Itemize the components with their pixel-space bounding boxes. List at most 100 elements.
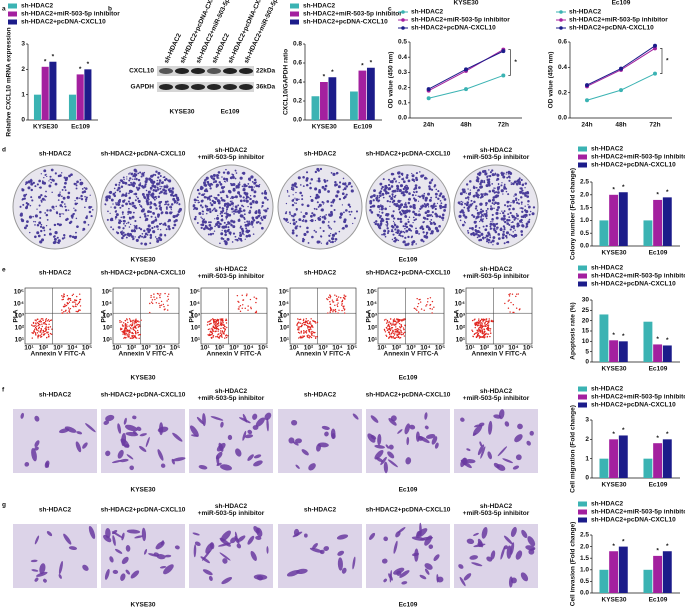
flow-plot xyxy=(24,287,92,345)
event xyxy=(397,333,400,336)
cell xyxy=(58,574,62,579)
colony xyxy=(249,202,253,206)
colony xyxy=(507,193,510,196)
event xyxy=(226,326,228,329)
colony xyxy=(475,191,478,195)
event xyxy=(487,329,489,331)
colony xyxy=(485,201,488,205)
colony xyxy=(401,191,405,195)
cell xyxy=(198,464,208,470)
colony xyxy=(502,225,506,228)
colony xyxy=(524,194,527,197)
colony xyxy=(384,235,387,238)
colony xyxy=(479,202,483,206)
flow-y-tick: 10³ xyxy=(280,313,290,320)
colony xyxy=(412,222,414,224)
event xyxy=(163,306,165,308)
colony xyxy=(225,210,228,212)
significance: * xyxy=(622,333,625,340)
flow-x-tick: 10¹ xyxy=(112,345,121,352)
colony xyxy=(411,178,415,182)
colony xyxy=(497,183,500,186)
event xyxy=(209,328,211,330)
colony xyxy=(238,193,241,196)
event xyxy=(220,318,223,320)
colony xyxy=(122,213,124,215)
event xyxy=(388,328,391,331)
colony xyxy=(214,209,218,213)
colony xyxy=(154,216,157,219)
colony xyxy=(462,190,466,194)
colony xyxy=(138,204,141,206)
event xyxy=(168,293,170,295)
colony xyxy=(30,181,33,183)
event xyxy=(482,332,484,335)
event xyxy=(396,327,399,330)
colony xyxy=(390,214,395,218)
colony xyxy=(167,220,170,223)
y-axis-label: Cell migration (Fold change) xyxy=(570,405,577,493)
colony xyxy=(434,192,438,196)
colony xyxy=(62,213,65,215)
significance: * xyxy=(622,538,625,545)
colony xyxy=(392,220,395,222)
colony xyxy=(135,195,138,198)
image-title: +miR-503-5p inhibitor xyxy=(463,395,530,402)
colony xyxy=(259,222,262,225)
size-label: 22kDa xyxy=(256,68,276,75)
event xyxy=(47,333,50,336)
flow-plot xyxy=(377,287,445,345)
colony xyxy=(53,237,57,241)
colony xyxy=(57,193,61,197)
event xyxy=(126,318,128,320)
bar xyxy=(618,546,628,593)
colony xyxy=(509,228,512,231)
cell xyxy=(134,535,144,539)
colony xyxy=(486,211,488,214)
colony xyxy=(150,221,153,223)
colony xyxy=(393,223,397,227)
flow-y-label: PI-A xyxy=(366,309,373,322)
colony xyxy=(158,236,161,240)
colony xyxy=(328,226,331,229)
colony xyxy=(143,185,147,188)
colony xyxy=(144,214,147,217)
event xyxy=(45,329,47,332)
colony xyxy=(433,184,437,187)
colony xyxy=(216,199,220,203)
colony xyxy=(310,198,314,202)
event xyxy=(132,323,134,325)
colony xyxy=(413,206,415,208)
colony xyxy=(503,242,506,245)
event xyxy=(66,312,68,314)
colony xyxy=(120,220,123,223)
event xyxy=(75,303,77,305)
event xyxy=(402,318,405,320)
colony xyxy=(331,237,333,240)
y-tick-label: 0.3 xyxy=(398,69,407,76)
colony xyxy=(55,205,57,208)
colony xyxy=(146,233,149,236)
colony xyxy=(288,195,290,197)
colony xyxy=(503,183,506,186)
event xyxy=(77,302,80,305)
colony xyxy=(376,213,380,217)
significance: * xyxy=(612,431,615,438)
event xyxy=(487,324,490,326)
colony xyxy=(201,223,205,227)
event xyxy=(122,333,124,335)
colony xyxy=(292,222,296,226)
event xyxy=(125,334,127,336)
event xyxy=(35,327,37,330)
colony xyxy=(520,215,523,218)
flow-x-tick: 10² xyxy=(392,345,402,352)
colony xyxy=(323,216,327,220)
event xyxy=(221,336,223,338)
colony xyxy=(369,208,372,212)
colony xyxy=(203,193,206,195)
event xyxy=(128,318,131,320)
x-tick-label: KYSE30 xyxy=(602,250,627,257)
event xyxy=(297,326,299,328)
y-tick-label: 1.5 xyxy=(580,555,589,562)
